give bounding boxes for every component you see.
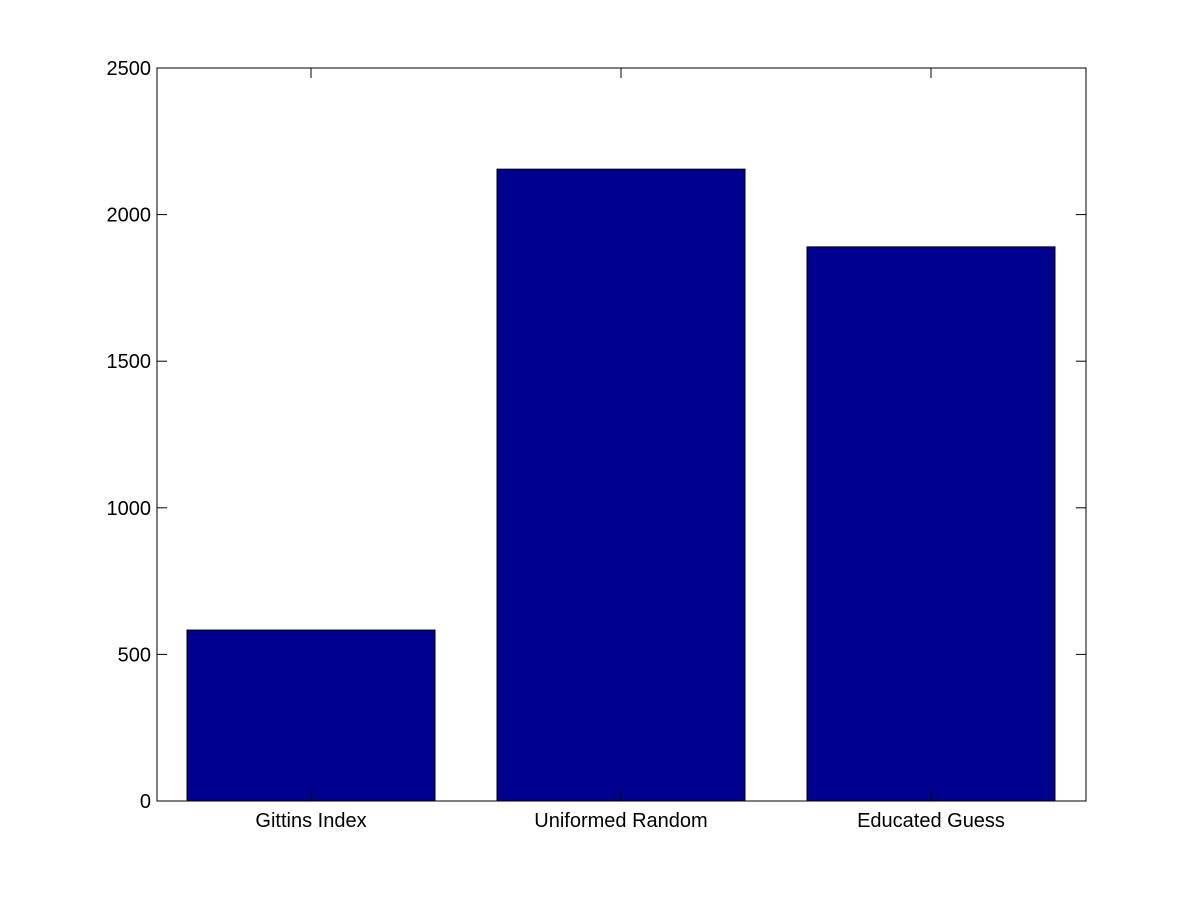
bar-uniformed-random bbox=[496, 168, 746, 802]
axes-frame bbox=[156, 67, 1087, 802]
bars-layer bbox=[186, 168, 1056, 802]
bar-gittins-index bbox=[186, 629, 436, 802]
ticks-layer bbox=[157, 68, 1086, 801]
y-tick-label: 1000 bbox=[107, 498, 152, 520]
y-tick-label: 1500 bbox=[107, 351, 152, 373]
bar-educated-guess bbox=[806, 246, 1056, 802]
labels-layer: Gittins Index Uniformed Random Educated Gu… bbox=[107, 58, 1005, 832]
y-tick-label: 2000 bbox=[107, 205, 152, 227]
y-tick-label: 0 bbox=[140, 791, 151, 813]
x-tick-label: Uniformed Random bbox=[534, 810, 707, 832]
y-tick-label: 2500 bbox=[107, 58, 152, 80]
y-tick-label: 500 bbox=[118, 644, 151, 666]
x-tick-label: Educated Guess bbox=[857, 810, 1005, 832]
x-tick-label: Gittins Index bbox=[255, 810, 366, 832]
